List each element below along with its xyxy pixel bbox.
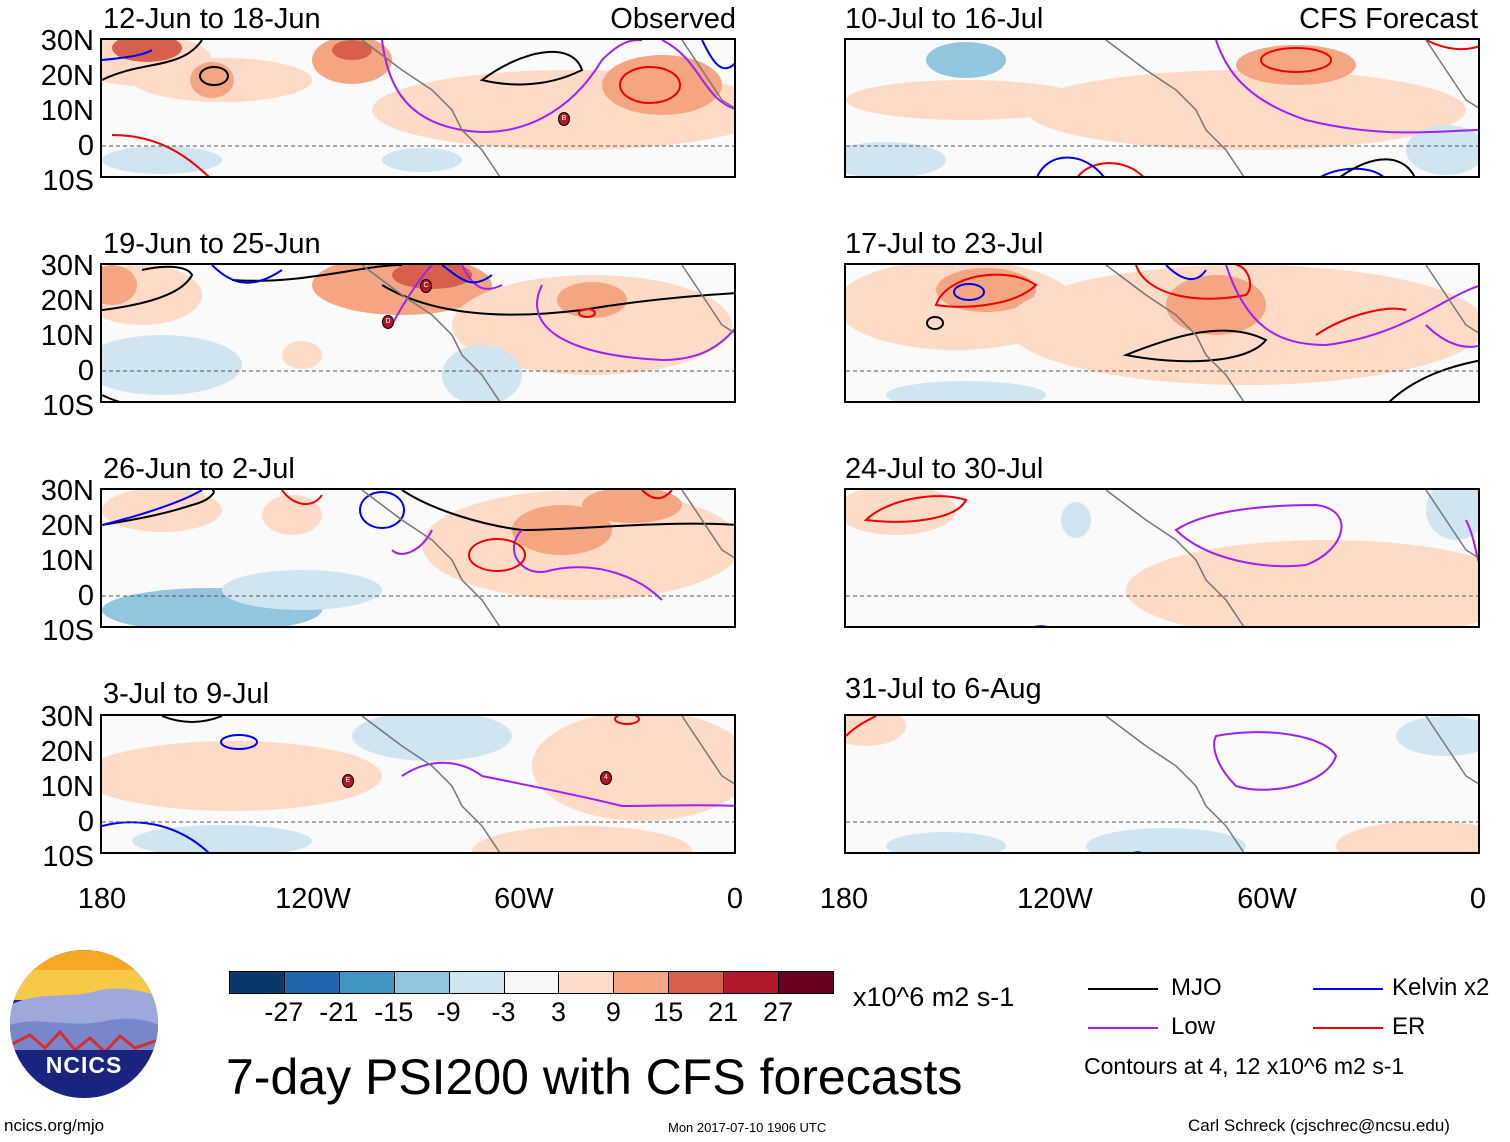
- map-panel-2: C D: [100, 263, 736, 403]
- main-title: 7-day PSI200 with CFS forecasts: [226, 1049, 963, 1105]
- panel-title-6: 17-Jul to 23-Jul: [845, 228, 1044, 260]
- lon-label-right: 0: [1469, 883, 1487, 915]
- lat-label: 30N: [40, 25, 94, 57]
- panel-title-2: 19-Jun to 25-Jun: [103, 228, 321, 260]
- lon-label-right: 180: [819, 883, 869, 915]
- lon-label-left: 180: [77, 883, 127, 915]
- panel-title-5: 10-Jul to 16-Jul: [845, 3, 1044, 35]
- footer-timestamp: Mon 2017-07-10 1906 UTC: [668, 1120, 827, 1135]
- colorbar-cell: [393, 971, 450, 994]
- colorbar-tick-label: 3: [550, 997, 566, 1027]
- storm-marker-C: C: [420, 279, 432, 293]
- lat-label: 10N: [40, 95, 94, 127]
- legend-label-kelvin: Kelvin x2: [1392, 974, 1490, 1001]
- colorbar-tick-label: -9: [436, 997, 461, 1027]
- legend-line-low: [1088, 1027, 1158, 1029]
- colorbar-cell: [448, 971, 505, 994]
- lat-label: 30N: [40, 250, 94, 282]
- colorbar-tick-label: -21: [319, 997, 359, 1027]
- ncics-logo: NCICS: [10, 950, 158, 1098]
- lon-label-left: 120W: [275, 883, 351, 915]
- map-panel-3: [100, 488, 736, 628]
- colorbar-cell: [668, 971, 725, 994]
- colorbar-cell: [338, 971, 395, 994]
- colorbar-tick-label: -3: [491, 997, 516, 1027]
- lon-label-right: 60W: [1237, 883, 1297, 915]
- lat-label: 10N: [40, 771, 94, 803]
- panel-title-3: 26-Jun to 2-Jul: [103, 453, 295, 485]
- map-panel-1: B: [100, 38, 736, 178]
- legend-label-er: ER: [1392, 1013, 1426, 1040]
- logo-text: NCICS: [45, 1052, 123, 1078]
- lat-label: 0: [77, 355, 94, 387]
- colorbar-tick-label: -27: [264, 997, 304, 1027]
- lat-label: 10N: [40, 545, 94, 577]
- storm-marker-E: E: [342, 774, 354, 788]
- lat-label: 20N: [40, 510, 94, 542]
- lat-label: 30N: [40, 475, 94, 507]
- colorbar-cell: [778, 971, 834, 994]
- legend-note: Contours at 4, 12 x10^6 m2 s-1: [1084, 1053, 1405, 1079]
- panel-tag-observed: Observed: [610, 3, 736, 35]
- storm-marker-4: 4: [600, 771, 612, 785]
- colorbar-units: x10^6 m2 s-1: [853, 982, 1015, 1012]
- map-panel-4: E 4: [100, 714, 736, 854]
- storm-marker-D: D: [382, 315, 394, 329]
- legend-label-mjo: MJO: [1171, 974, 1222, 1001]
- colorbar-cell: [229, 971, 285, 994]
- panel-title-4: 3-Jul to 9-Jul: [103, 678, 270, 710]
- legend-line-er: [1313, 1027, 1383, 1029]
- footer-url[interactable]: ncics.org/mjo: [4, 1116, 105, 1135]
- colorbar-cell: [613, 971, 670, 994]
- map-panel-7: [844, 488, 1480, 628]
- lon-label-left: 60W: [494, 883, 554, 915]
- map-panel-5: [844, 38, 1480, 178]
- lon-label-right: 120W: [1017, 883, 1093, 915]
- lat-label: 10S: [42, 165, 94, 197]
- legend-label-low: Low: [1171, 1013, 1216, 1040]
- lat-label: 10S: [42, 615, 94, 647]
- colorbar-tick-label: 15: [653, 997, 684, 1027]
- map-panel-6: [844, 263, 1480, 403]
- colorbar-tick-label: 27: [763, 997, 794, 1027]
- map-panel-8: [844, 714, 1480, 854]
- panel-title-8: 31-Jul to 6-Aug: [845, 673, 1042, 705]
- storm-marker-B: B: [558, 112, 570, 126]
- panel-title-7: 24-Jul to 30-Jul: [845, 453, 1044, 485]
- lon-label-left: 0: [726, 883, 744, 915]
- lat-label: 0: [77, 806, 94, 838]
- lat-label: 20N: [40, 736, 94, 768]
- colorbar-tick-label: -15: [374, 997, 414, 1027]
- colorbar-tick-label: 9: [605, 997, 621, 1027]
- colorbar-cell: [723, 971, 780, 994]
- lat-label: 0: [77, 130, 94, 162]
- lat-label: 30N: [40, 701, 94, 733]
- legend-line-mjo: [1088, 988, 1158, 990]
- lat-label: 20N: [40, 285, 94, 317]
- legend-line-kelvin: [1313, 988, 1383, 990]
- lat-label: 0: [77, 580, 94, 612]
- lat-label: 10S: [42, 841, 94, 873]
- lat-label: 10S: [42, 390, 94, 422]
- lat-label: 10N: [40, 320, 94, 352]
- colorbar-cell: [558, 971, 615, 994]
- panel-tag-forecast: CFS Forecast: [1299, 3, 1478, 35]
- colorbar-cell: [503, 971, 560, 994]
- colorbar-cell: [283, 971, 340, 994]
- footer-author: Carl Schreck (cjschrec@ncsu.edu): [1188, 1116, 1450, 1135]
- colorbar-tick-label: 21: [708, 997, 739, 1027]
- panel-title-1: 12-Jun to 18-Jun: [103, 3, 321, 35]
- lat-label: 20N: [40, 60, 94, 92]
